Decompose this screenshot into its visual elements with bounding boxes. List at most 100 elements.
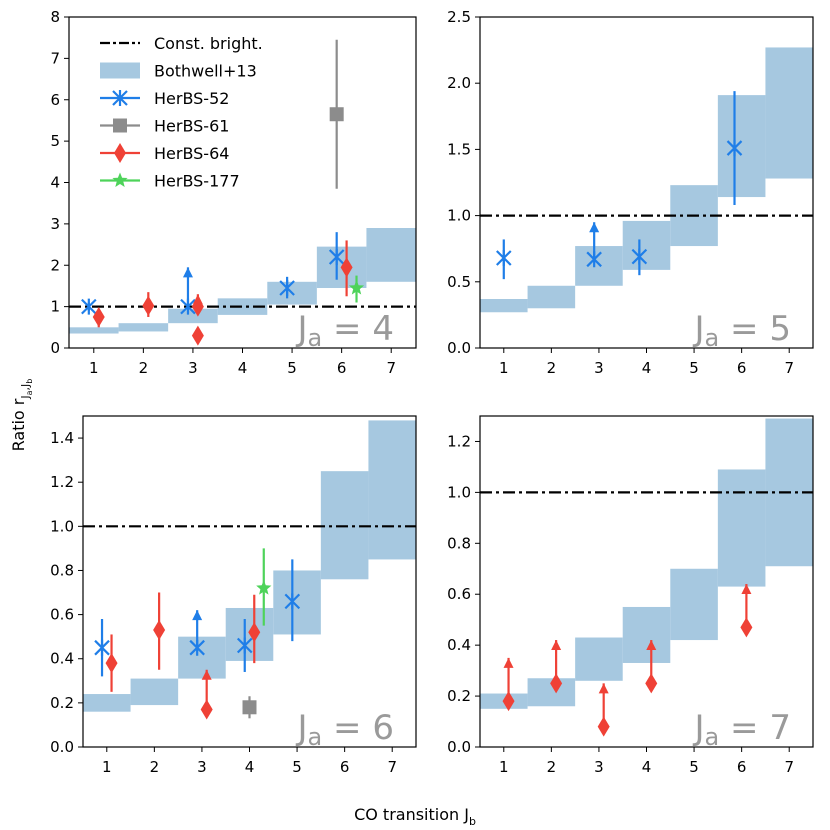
data-point [142,295,155,316]
x-tick-label: 1 [499,359,509,377]
data-point [81,298,97,315]
y-tick-label: 3 [50,215,60,233]
data-point [180,298,196,315]
data-point [248,622,261,643]
lower-limit-arrow [551,640,562,651]
plot-area [69,39,416,346]
x-tick-label: 2 [547,359,557,377]
y-tick-label: 2.5 [447,8,471,26]
y-tick-label: 0.6 [447,585,471,603]
panel-ja-6: Ja = 6 1 2 3 4 5 6 7 0.0 0.2 0.4 0.6 0.8 1.0 1.2 1.4 [50,415,417,776]
data-point [92,306,105,327]
y-tick-label: 0.4 [447,636,471,654]
data-point [236,637,253,654]
band-bin [225,607,274,661]
data-point [550,673,563,694]
y-tick-label: 0.4 [50,650,74,668]
y-tick-label: 0.6 [50,606,74,624]
band-bin [83,694,131,712]
data-point [191,325,204,346]
panel-label: Ja = 4 [296,309,395,352]
data-point [242,700,257,715]
y-tick-label: 1 [50,298,60,316]
lower-limit-arrow [192,610,203,621]
lower-limit-arrow [201,669,212,680]
legend-label: HerBS-52 [154,89,229,108]
band-bin [575,637,623,681]
x-tick-label: 7 [784,359,794,377]
y-tick-label: 8 [50,8,60,26]
band-bin [368,420,416,560]
data-point [726,140,743,157]
legend-item: HerBS-177 [100,172,240,191]
plot-area [480,47,813,313]
legend-marker [112,172,128,187]
band-bin [118,323,169,332]
legend-label: HerBS-177 [154,172,240,191]
data-point [105,653,118,674]
panel-label: Ja = 5 [693,309,792,352]
data-point [597,716,610,737]
band-bin [765,47,813,179]
lower-limit-arrow [182,267,193,278]
band-bin [527,285,576,309]
y-tick-label: 1.5 [447,140,471,158]
y-axis-title: Ratio rJa,Jb [9,379,34,452]
lower-limit-arrow [589,222,600,233]
data-point [586,251,602,268]
data-point [200,699,213,720]
y-tick-label: 7 [50,49,60,67]
x-tick-label: 1 [89,359,99,377]
y-tick-label: 1.2 [447,432,471,450]
data-point [189,639,205,656]
band-bin [320,471,369,580]
x-tick-label: 3 [594,359,604,377]
x-tick-label: 6 [340,758,350,776]
legend-marker [113,118,127,133]
legend-item: Const. bright. [100,34,263,53]
y-tick-label: 2.0 [447,74,471,92]
legend-marker [112,90,128,106]
panel-ja-5: Ja = 5 1 2 3 4 5 6 7 0.0 0.5 1.0 1.5 2.0 2.5 [447,8,814,377]
panel-ja-4: Ja = 4 1 2 3 4 5 6 7 0 1 2 3 4 5 6 7 8 [50,8,417,377]
lower-limit-arrow [503,657,514,668]
band-bin [130,678,179,706]
panel-ja-7: Ja = 7 1 2 3 4 5 6 7 0.0 0.2 0.4 0.6 0.8 1.0 1.2 [447,415,814,776]
x-tick-label: 5 [287,359,297,377]
data-point [502,691,515,712]
x-tick-label: 2 [139,359,149,377]
x-axis-title: CO transition Jb [354,805,476,828]
legend-item: HerBS-52 [100,89,229,108]
y-tick-label: 0.8 [447,534,471,552]
data-point [740,617,753,638]
data-point [284,593,301,610]
x-tick-label: 4 [642,758,652,776]
lower-limit-arrow [646,640,657,651]
data-point [279,280,295,297]
band-bin [622,606,671,663]
x-tick-label: 3 [197,758,207,776]
band-bin [366,228,416,282]
band-bin [69,327,119,334]
legend-label: HerBS-64 [154,144,229,163]
x-tick-label: 7 [387,758,397,776]
x-tick-label: 5 [689,758,699,776]
legend-item: HerBS-64 [100,143,229,163]
x-tick-label: 5 [292,758,302,776]
band-bin [717,469,766,587]
x-tick-label: 4 [238,359,248,377]
y-tick-label: 0.0 [50,738,74,756]
y-tick-label: 1.4 [50,429,74,447]
y-tick-label: 5 [50,132,60,150]
x-tick-label: 7 [386,359,396,377]
legend-item: Bothwell+13 [100,62,257,81]
plot-area [83,420,416,720]
y-tick-label: 1.0 [50,517,74,535]
x-tick-label: 3 [188,359,198,377]
y-tick-label: 0.2 [447,687,471,705]
band-bin [217,298,268,315]
data-point [153,620,166,641]
data-point [329,107,344,122]
y-tick-label: 1.0 [447,207,471,225]
